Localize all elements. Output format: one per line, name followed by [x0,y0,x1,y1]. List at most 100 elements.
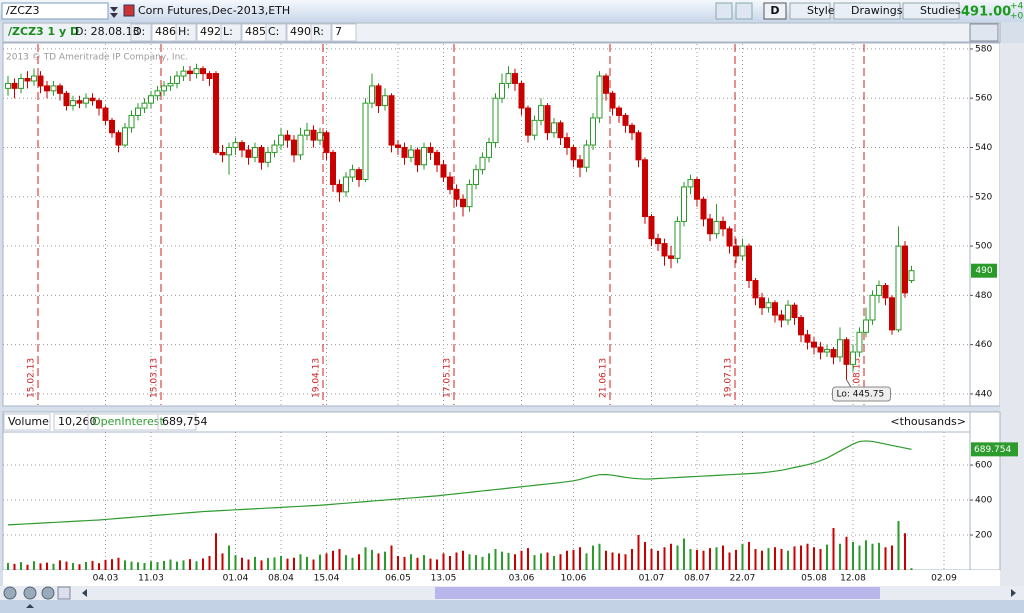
volume-bar [371,549,373,570]
scroll-thumb[interactable] [435,587,880,599]
last-tag-label: 490 [975,266,992,276]
candle-body [687,179,694,188]
candle-body [492,97,499,144]
candle-body [564,137,570,148]
candle-body [128,114,135,129]
volume-bar [228,545,230,570]
volume-bar [813,547,815,570]
header-value: 10,260 [58,415,97,428]
candle-body [889,297,895,331]
copyright: 2013 © TD Ameritrade IP Company, Inc. [6,53,188,63]
x-tick-label: 13.05 [431,574,457,584]
candle-body [50,85,57,92]
candle-body [603,75,609,94]
candle-body [850,351,856,365]
volume-bar [468,554,471,570]
x-tick-label: 01.07 [639,574,665,584]
candle-body [382,95,388,107]
candle-body [570,146,577,161]
candle-body [733,245,739,257]
volume-bar [741,543,744,570]
x-tick-label: 10.06 [561,574,587,584]
volume-bar [475,555,477,570]
volume-bar [267,558,269,570]
candle-body [109,119,115,134]
candle-body [843,339,850,365]
volume-bar [72,563,74,570]
candle-body [824,349,830,353]
volume-bar [605,550,607,570]
x-tick-label: 12.08 [840,574,866,584]
candle-body [18,77,24,89]
expand-arrow[interactable] [26,604,34,608]
panel-button[interactable] [969,23,999,42]
y-tick-label: 600 [975,461,992,471]
candle-body [817,346,824,353]
tool-icon[interactable] [715,2,733,20]
volume-bar [910,568,913,570]
candle-body [356,169,362,181]
volume-bar [85,561,87,570]
candle-body [512,73,518,84]
toolbar-button-label: Studies [920,4,961,17]
volume-bar [793,546,796,570]
volume-bar [845,536,848,570]
candle-body [24,77,31,82]
volume-bar [546,552,549,570]
candle-body [141,102,148,109]
candle-body [466,183,473,208]
zoom-button[interactable] [41,586,55,600]
candle-body [154,90,161,97]
volume-bar [832,528,835,570]
volume-bar [709,548,711,570]
period-button[interactable] [763,2,787,20]
info-value: 486 [155,25,176,38]
symbol-box[interactable] [1,2,109,20]
volume-bar [111,559,113,570]
candle-body [856,331,863,353]
zoom-button[interactable] [23,586,37,600]
price-axis [969,42,1001,407]
volume-bar [780,549,783,570]
toolbar-button[interactable] [789,2,831,20]
candle-body [720,220,726,230]
candle-body [343,176,349,193]
tool-icon[interactable] [735,2,753,20]
candle-body [908,270,915,282]
volume-bar [455,552,458,570]
volume-bar [618,553,620,570]
volume-bar [442,553,445,570]
volume-bar [176,561,178,570]
toolbar-button[interactable] [833,2,901,20]
volume-bar [611,552,614,570]
volume-bar [26,564,29,570]
volume-bar [689,549,692,570]
candle-body [421,146,427,166]
volume-bar [540,553,542,570]
toolbar-button[interactable] [902,2,960,20]
status-strip [0,600,1024,613]
volume-bar [416,557,419,570]
volume-bar [358,554,360,570]
symbol-arrows[interactable] [110,7,118,18]
zoom-button[interactable] [3,586,17,600]
info-cell [175,23,197,42]
candle-body [596,75,603,119]
volume-bar [533,555,536,570]
info-cell [130,23,152,42]
volume-bar [696,549,698,570]
candle-body [323,132,330,153]
volume-bar [488,553,490,570]
volume-bar [78,564,81,570]
volume-bar [637,535,640,570]
candle-body [746,245,752,282]
volume-bar [117,557,120,570]
oi-tag [971,442,1018,457]
pan-button[interactable] [57,586,71,600]
volume-bar [189,559,191,570]
volume-bar [377,553,380,570]
candle-body [11,82,18,89]
volume-bar [891,545,893,570]
candle-body [336,183,343,193]
volume-bar [364,547,367,570]
